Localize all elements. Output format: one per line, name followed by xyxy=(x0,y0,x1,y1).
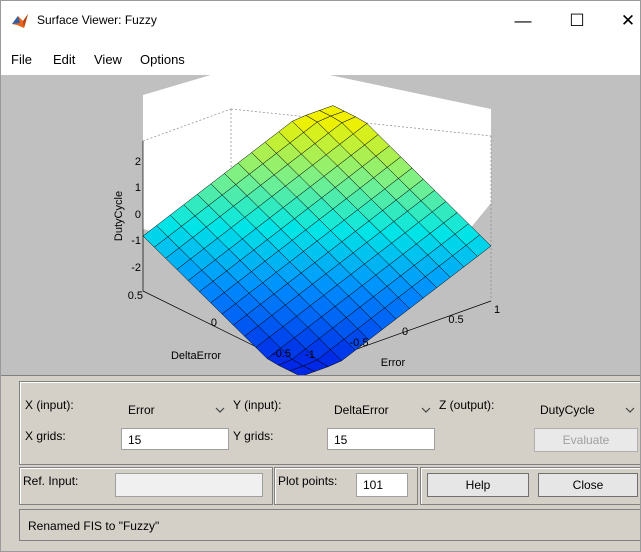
maximize-button[interactable]: ☐ xyxy=(554,1,600,41)
z-output-label: Z (output): xyxy=(439,398,495,412)
y-input-label: Y (input): xyxy=(233,398,282,412)
surface-mesh xyxy=(142,105,492,375)
x-input-label: X (input): xyxy=(25,398,74,412)
plot-points-input[interactable]: 101 xyxy=(356,473,408,497)
y-tick-label: -0.5 xyxy=(272,348,291,360)
chevron-down-icon xyxy=(416,399,436,421)
maximize-icon: ☐ xyxy=(569,11,585,30)
menu-view[interactable]: View xyxy=(94,52,122,67)
menu-edit[interactable]: Edit xyxy=(53,52,76,67)
x-grids-input[interactable]: 15 xyxy=(121,428,229,450)
chevron-down-icon xyxy=(210,399,230,421)
title-bar[interactable]: Surface Viewer: Fuzzy — ☐ ✕ xyxy=(1,1,640,41)
x-grids-value: 15 xyxy=(128,433,142,447)
z-tick-label: -2 xyxy=(131,262,141,274)
close-window-button[interactable]: ✕ xyxy=(605,1,640,41)
panel-divider xyxy=(1,375,640,380)
x-tick-label: -1 xyxy=(305,349,315,361)
y-input-value: DeltaError xyxy=(334,403,389,417)
z-tick-label: -1 xyxy=(131,235,141,247)
y-grids-value: 15 xyxy=(334,433,348,447)
ref-input-label: Ref. Input: xyxy=(23,474,79,488)
x-tick-label: -0.5 xyxy=(350,337,369,349)
help-button[interactable]: Help xyxy=(427,473,529,497)
z-tick-label: 2 xyxy=(135,156,141,168)
surface-plot[interactable]: 2 1 0 -1 -2 DutyCycle 0.5 0 -0.5 DeltaEr… xyxy=(1,75,640,375)
close-button[interactable]: Close xyxy=(538,473,638,497)
ref-input-field[interactable] xyxy=(115,473,263,497)
z-axis-label: DutyCycle xyxy=(113,191,125,241)
y-grids-label: Y grids: xyxy=(233,429,274,443)
y-grids-input[interactable]: 15 xyxy=(327,428,435,450)
close-icon: ✕ xyxy=(620,11,636,30)
status-bar: Renamed FIS to "Fuzzy" xyxy=(19,509,640,541)
x-grids-label: X grids: xyxy=(25,429,66,443)
menu-file[interactable]: File xyxy=(11,52,32,67)
minimize-button[interactable]: — xyxy=(500,1,546,41)
window-title: Surface Viewer: Fuzzy xyxy=(37,13,157,27)
chevron-down-icon xyxy=(620,399,640,421)
y-tick-label: 0.5 xyxy=(128,290,143,302)
x-input-value: Error xyxy=(128,403,155,417)
matlab-icon xyxy=(12,14,28,28)
surface-cell xyxy=(142,225,169,248)
menu-bar: File Edit View Options xyxy=(1,41,640,75)
z-tick-label: 1 xyxy=(135,182,141,194)
z-output-value: DutyCycle xyxy=(540,403,595,417)
y-tick-label: 0 xyxy=(211,317,217,329)
x-tick-label: 0.5 xyxy=(448,314,463,326)
minimize-icon: — xyxy=(514,11,532,30)
y-input-select[interactable]: DeltaError xyxy=(327,398,437,422)
y-axis-label: DeltaError xyxy=(171,350,221,362)
menu-options[interactable]: Options xyxy=(140,52,185,67)
status-message: Renamed FIS to "Fuzzy" xyxy=(28,519,160,533)
x-input-select[interactable]: Error xyxy=(121,398,231,422)
plot-points-label: Plot points: xyxy=(278,474,338,488)
plot-area: 2 1 0 -1 -2 DutyCycle 0.5 0 -0.5 DeltaEr… xyxy=(1,75,640,375)
z-tick-label: 0 xyxy=(135,209,141,221)
x-axis-label: Error xyxy=(381,357,406,369)
axis-selection-panel xyxy=(19,381,640,465)
evaluate-button[interactable]: Evaluate xyxy=(534,428,638,452)
x-tick-label: 1 xyxy=(494,304,500,316)
x-tick-label: 0 xyxy=(402,326,408,338)
z-output-select[interactable]: DutyCycle xyxy=(533,398,640,422)
plot-points-value: 101 xyxy=(363,478,384,492)
